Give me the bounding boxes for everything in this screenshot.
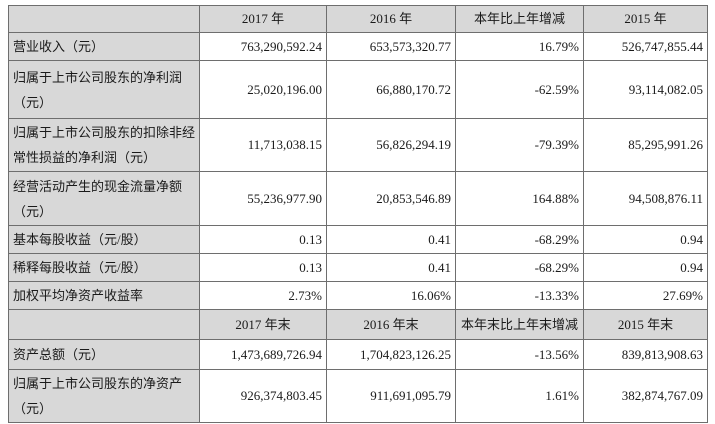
- cell-value: 0.41: [326, 225, 456, 254]
- column-header-yoy-change: 本年比上年增减: [455, 5, 584, 33]
- table-row-net-assets: 归属于上市公司股东的净资产（元） 926,374,803.45 911,691,…: [8, 369, 708, 423]
- table-row-total-assets: 资产总额（元） 1,473,689,726.94 1,704,823,126.2…: [8, 339, 708, 370]
- cell-value: 55,236,977.90: [199, 171, 327, 226]
- cell-value: 526,747,855.44: [583, 32, 708, 61]
- cell-value: -62.59%: [455, 60, 584, 119]
- cell-value: 93,114,082.05: [583, 60, 708, 119]
- row-label: 稀释每股收益（元/股）: [8, 253, 200, 282]
- row-label: 基本每股收益（元/股）: [8, 225, 200, 254]
- table-row-basic-eps: 基本每股收益（元/股） 0.13 0.41 -68.29% 0.94: [8, 225, 708, 254]
- cell-value: 25,020,196.00: [199, 60, 327, 119]
- column-header-2017-end: 2017 年末: [199, 309, 327, 340]
- cell-value: 0.13: [199, 253, 327, 282]
- header-empty-cell: [8, 309, 200, 340]
- cell-value: 1.61%: [455, 369, 584, 423]
- column-header-2016-end: 2016 年末: [326, 309, 456, 340]
- cell-value: 56,826,294.19: [326, 118, 456, 172]
- cell-value: -68.29%: [455, 225, 584, 254]
- cell-value: 0.13: [199, 225, 327, 254]
- column-header-2016: 2016 年: [326, 5, 456, 33]
- cell-value: 0.41: [326, 253, 456, 282]
- column-header-2017: 2017 年: [199, 5, 327, 33]
- cell-value: 911,691,095.79: [326, 369, 456, 423]
- row-label: 加权平均净资产收益率: [8, 281, 200, 310]
- cell-value: 16.06%: [326, 281, 456, 310]
- row-label: 归属于上市公司股东的净利润（元）: [8, 60, 200, 119]
- table-row-net-profit-excl-nonrecurring: 归属于上市公司股东的扣除非经常性损益的净利润（元） 11,713,038.15 …: [8, 118, 708, 172]
- table-row-weighted-avg-roe: 加权平均净资产收益率 2.73% 16.06% -13.33% 27.69%: [8, 281, 708, 310]
- row-label: 资产总额（元）: [8, 339, 200, 370]
- row-label: 经营活动产生的现金流量净额（元）: [8, 171, 200, 226]
- cell-value: 16.79%: [455, 32, 584, 61]
- cell-value: -79.39%: [455, 118, 584, 172]
- cell-value: -68.29%: [455, 253, 584, 282]
- cell-value: 0.94: [583, 225, 708, 254]
- table-row-net-profit: 归属于上市公司股东的净利润（元） 25,020,196.00 66,880,17…: [8, 60, 708, 119]
- column-header-yearend-change: 本年末比上年末增减: [455, 309, 584, 340]
- row-label: 归属于上市公司股东的净资产（元）: [8, 369, 200, 423]
- cell-value: -13.33%: [455, 281, 584, 310]
- cell-value: 1,473,689,726.94: [199, 339, 327, 370]
- cell-value: 66,880,170.72: [326, 60, 456, 119]
- cell-value: 164.88%: [455, 171, 584, 226]
- cell-value: 763,290,592.24: [199, 32, 327, 61]
- column-header-2015-end: 2015 年末: [583, 309, 708, 340]
- cell-value: 653,573,320.77: [326, 32, 456, 61]
- cell-value: 382,874,767.09: [583, 369, 708, 423]
- financial-summary-table: 2017 年 2016 年 本年比上年增减 2015 年 营业收入（元） 763…: [8, 5, 708, 423]
- row-label: 归属于上市公司股东的扣除非经常性损益的净利润（元）: [8, 118, 200, 172]
- header-empty-cell: [8, 5, 200, 33]
- cell-value: -13.56%: [455, 339, 584, 370]
- cell-value: 94,508,876.11: [583, 171, 708, 226]
- table-row-operating-cash-flow: 经营活动产生的现金流量净额（元） 55,236,977.90 20,853,54…: [8, 171, 708, 226]
- cell-value: 20,853,546.89: [326, 171, 456, 226]
- section1-header-row: 2017 年 2016 年 本年比上年增减 2015 年: [8, 5, 708, 33]
- table-row-revenue: 营业收入（元） 763,290,592.24 653,573,320.77 16…: [8, 32, 708, 61]
- table-row-diluted-eps: 稀释每股收益（元/股） 0.13 0.41 -68.29% 0.94: [8, 253, 708, 282]
- cell-value: 0.94: [583, 253, 708, 282]
- column-header-2015: 2015 年: [583, 5, 708, 33]
- cell-value: 2.73%: [199, 281, 327, 310]
- cell-value: 27.69%: [583, 281, 708, 310]
- cell-value: 839,813,908.63: [583, 339, 708, 370]
- cell-value: 85,295,991.26: [583, 118, 708, 172]
- section2-header-row: 2017 年末 2016 年末 本年末比上年末增减 2015 年末: [8, 309, 708, 340]
- cell-value: 11,713,038.15: [199, 118, 327, 172]
- row-label: 营业收入（元）: [8, 32, 200, 61]
- cell-value: 926,374,803.45: [199, 369, 327, 423]
- cell-value: 1,704,823,126.25: [326, 339, 456, 370]
